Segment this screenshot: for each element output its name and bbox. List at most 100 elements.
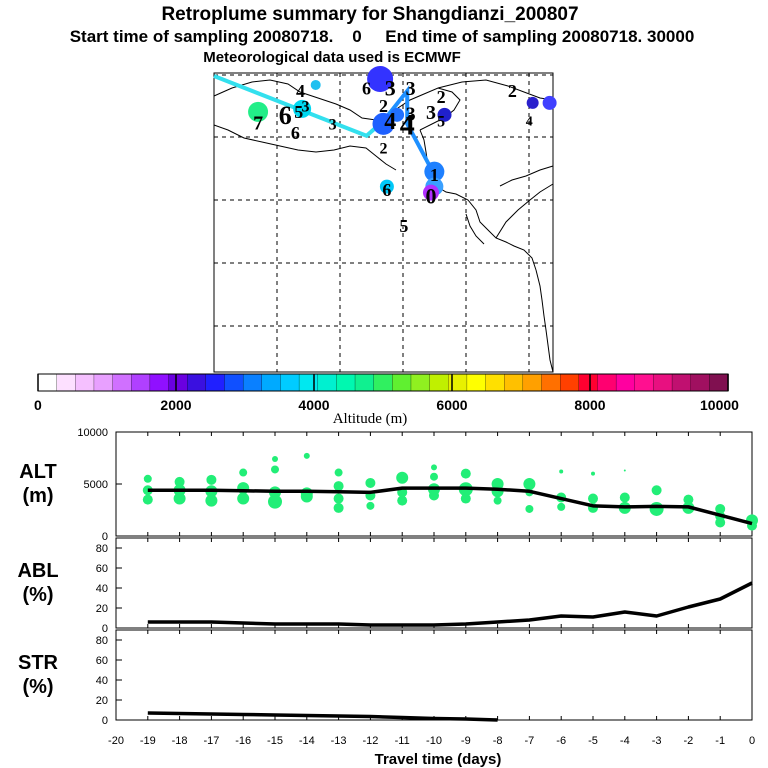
ytick-label: 0 xyxy=(102,623,108,635)
ytick-label: 80 xyxy=(96,543,108,555)
map-label: 4 xyxy=(384,109,396,135)
panel-frame xyxy=(115,629,753,721)
panel-ylabel: (%) xyxy=(22,676,53,698)
map-label: 3 xyxy=(426,102,436,124)
map-label: 1 xyxy=(430,165,439,185)
abl-panel: ABL(%) 80 60 40 20 0 xyxy=(17,537,753,635)
alt-point xyxy=(619,492,630,503)
colorbar-cell xyxy=(280,373,300,392)
xtick-label: -17 xyxy=(203,735,219,747)
map-dot xyxy=(372,112,395,135)
colorbar-cell xyxy=(168,373,188,392)
colorbar-cell xyxy=(205,373,226,392)
alt-point xyxy=(333,481,344,492)
map-dot xyxy=(248,101,269,122)
panel-ylabel: (m) xyxy=(22,485,53,507)
colorbar-cell xyxy=(597,373,617,392)
x-axis-label: Travel time (days) xyxy=(375,751,502,768)
map-label: 4 xyxy=(296,81,305,101)
ytick-label: 20 xyxy=(96,603,108,615)
colorbar-cell xyxy=(242,373,263,392)
ytick-label: 20 xyxy=(96,695,108,707)
map-grid xyxy=(214,73,553,372)
colorbar-title: Altitude (m) xyxy=(333,411,408,427)
map-label: 6 xyxy=(279,101,292,130)
colorbar-cell xyxy=(37,373,58,392)
colorbar-tick-label: 2000 xyxy=(160,397,191,413)
colorbar-cell xyxy=(466,373,487,392)
alt-point xyxy=(649,501,664,516)
alt-point xyxy=(525,504,534,513)
map-dot xyxy=(422,184,439,201)
alt-point xyxy=(268,494,282,509)
colorbar-cell xyxy=(336,373,356,392)
alt-point xyxy=(174,476,185,487)
alt-point xyxy=(271,465,279,474)
panel-ylabel: ALT xyxy=(19,461,56,483)
map-label: 6 xyxy=(362,78,371,98)
colorbar-tick-label: 8000 xyxy=(574,397,605,413)
xtick-label: -4 xyxy=(620,735,630,747)
figure-subtitle: Start time of sampling 20080718. 0 End t… xyxy=(70,27,695,46)
map-dot xyxy=(424,161,445,182)
map-label: 3 xyxy=(302,98,310,115)
trajectory-tracks xyxy=(213,65,557,201)
colorbar-cell xyxy=(187,373,207,392)
map-label: 4 xyxy=(526,115,533,130)
xtick-label: -5 xyxy=(588,735,598,747)
colorbar-cell xyxy=(578,373,599,392)
colorbar-cell xyxy=(485,373,505,392)
xtick-label: -11 xyxy=(395,735,410,747)
alt-point xyxy=(206,474,217,485)
alt-point xyxy=(333,502,344,513)
colorbar-cell xyxy=(429,373,449,392)
colorbar-cell xyxy=(317,373,338,392)
xtick-label: -8 xyxy=(493,735,503,747)
alt-point xyxy=(523,478,536,490)
map-label: 4 xyxy=(400,108,415,141)
alt-point xyxy=(366,501,375,510)
alt-point xyxy=(715,503,726,514)
alt-point xyxy=(651,485,662,496)
map-label: 6 xyxy=(382,180,391,200)
xtick-label: -18 xyxy=(172,735,188,747)
track-south xyxy=(381,85,437,176)
map-label: 3 xyxy=(406,103,416,125)
alt-point xyxy=(623,469,626,472)
xtick-label: 0 xyxy=(749,735,755,747)
map-label: 5 xyxy=(437,113,445,130)
colorbar-cell xyxy=(298,373,319,392)
colorbar-ticks: 0 2000 4000 6000 8000 10000 xyxy=(34,374,739,413)
alt-point xyxy=(559,469,564,474)
colorbar-cell xyxy=(709,373,729,392)
ytick-label: 10000 xyxy=(77,427,108,439)
alt-point xyxy=(365,477,376,488)
xtick-label: -13 xyxy=(331,735,347,747)
xtick-label: -20 xyxy=(108,735,124,747)
colorbar-cell xyxy=(93,373,114,392)
colorbar-cell xyxy=(149,373,170,392)
colorbar-cell xyxy=(373,373,393,392)
colorbar-cell xyxy=(690,373,711,392)
series-line xyxy=(147,581,753,627)
map-label: 0 xyxy=(425,183,436,208)
xtick-label: -10 xyxy=(426,735,442,747)
map-label: 3 xyxy=(329,116,337,133)
map-label: 6 xyxy=(291,123,300,143)
alt-point xyxy=(334,468,343,477)
colorbar-tick-label: 4000 xyxy=(298,397,329,413)
alt-point xyxy=(173,492,186,505)
ytick-label: 80 xyxy=(96,635,108,647)
colorbar-tick-label: 10000 xyxy=(700,397,739,413)
map-label: 7 xyxy=(253,112,263,134)
altitude-colorbar: 0 2000 4000 6000 8000 10000 Altitude (m) xyxy=(34,373,739,427)
map-label: 2 xyxy=(437,87,446,107)
x-axis: -20 -19 -18 -17 -16 -15 -14 -13 -12 -11 -10 -9 -8 -7-… xyxy=(108,735,755,768)
colorbar-cell xyxy=(392,373,412,392)
alt-point xyxy=(272,456,278,463)
alt-point xyxy=(460,468,471,479)
colorbar-cell xyxy=(671,373,692,392)
map-dot xyxy=(526,96,539,109)
ytick-label: 60 xyxy=(96,563,108,575)
map-dot xyxy=(390,107,405,122)
